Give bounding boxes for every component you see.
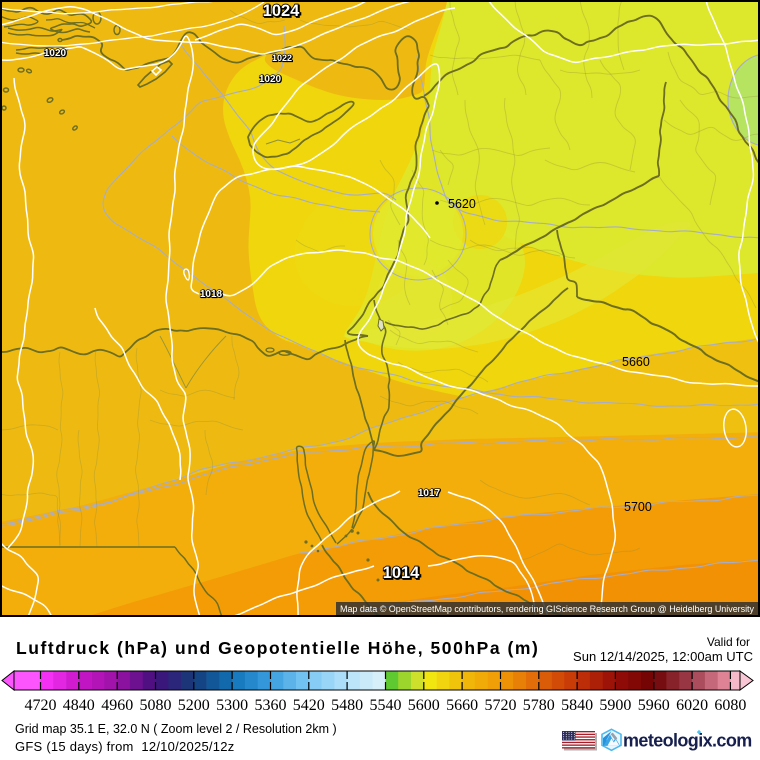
svg-text:5700: 5700 [624,500,652,514]
svg-text:1024: 1024 [263,2,301,20]
svg-text:4720: 4720 [25,697,57,714]
svg-text:5620: 5620 [448,197,476,211]
svg-text:meteologix.com: meteologix.com [623,731,752,751]
svg-text:1014: 1014 [383,564,421,582]
svg-text:Map data © OpenStreetMap contr: Map data © OpenStreetMap contributors, r… [340,604,755,614]
svg-text:1020: 1020 [259,74,282,85]
svg-text:5540: 5540 [370,697,402,714]
svg-text:5200: 5200 [178,697,210,714]
svg-text:1020: 1020 [44,48,67,59]
svg-text:5480: 5480 [331,697,363,714]
svg-text:4840: 4840 [63,697,95,714]
svg-text:5600: 5600 [408,697,440,714]
svg-text:5960: 5960 [638,697,670,714]
svg-text:6080: 6080 [714,697,746,714]
svg-text:5660: 5660 [446,697,478,714]
svg-text:5360: 5360 [255,697,287,714]
svg-text:5840: 5840 [561,697,593,714]
svg-text:6020: 6020 [676,697,708,714]
svg-text:5660: 5660 [622,355,650,369]
svg-text:5300: 5300 [216,697,248,714]
svg-text:4960: 4960 [101,697,133,714]
svg-text:5420: 5420 [293,697,325,714]
svg-text:5080: 5080 [140,697,172,714]
svg-text:5720: 5720 [485,697,517,714]
svg-text:1017: 1017 [418,488,441,499]
svg-text:5780: 5780 [523,697,555,714]
svg-text:1018: 1018 [200,289,223,300]
svg-text:1022: 1022 [272,53,292,63]
svg-text:5900: 5900 [599,697,631,714]
